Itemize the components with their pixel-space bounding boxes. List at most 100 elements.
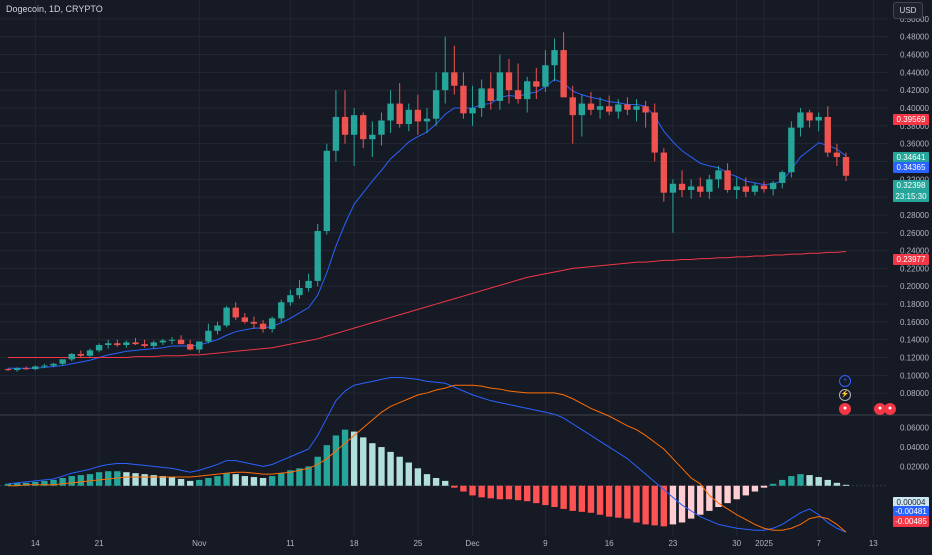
macd-hist-bar <box>842 484 850 486</box>
candle-body <box>314 230 321 281</box>
price-tag-ma-long: 0.23977 <box>893 254 929 265</box>
price-tag-ma-high: 0.39569 <box>893 114 929 125</box>
time-tick-label: 18 <box>350 539 359 548</box>
candle-body <box>23 368 30 370</box>
candle-body <box>642 106 649 113</box>
candle-body <box>405 109 412 125</box>
price-tick-label: 0.12000 <box>900 354 929 363</box>
macd-hist-bar <box>451 485 458 488</box>
macd-hist-bar <box>341 429 349 486</box>
candle-body <box>232 307 239 318</box>
macd-hist-bar <box>496 485 504 500</box>
candle-body <box>514 90 522 100</box>
macd-hist-bar <box>578 485 586 512</box>
candle-body <box>496 72 504 101</box>
macd-hist-bar <box>615 485 622 518</box>
macd-hist-bar <box>478 485 485 498</box>
price-tick-label: 0.40000 <box>900 104 929 113</box>
macd-hist-bar <box>660 485 668 527</box>
lightning-icon[interactable]: ⚡ <box>839 389 851 401</box>
macd-hist-bar <box>59 478 66 486</box>
candle-body <box>95 345 103 351</box>
candle-body <box>4 369 12 371</box>
candle-body <box>797 112 804 128</box>
time-tick-label: 7 <box>816 539 821 548</box>
macd-hist-bar <box>68 476 75 486</box>
macd-hist-bar <box>514 485 522 501</box>
candle-body <box>505 72 513 91</box>
macd-tick-label: 0.06000 <box>900 424 929 433</box>
candle-body <box>742 186 749 192</box>
currency-button[interactable]: USD <box>893 2 923 19</box>
macd-hist-bar <box>350 431 358 486</box>
candle-body <box>524 81 531 100</box>
candle-body <box>687 186 695 191</box>
candle-body <box>733 186 740 191</box>
candle-body <box>296 288 303 296</box>
candle-body <box>205 330 212 342</box>
series-line-ma <box>8 250 847 359</box>
candle-body <box>815 116 822 121</box>
macd-hist-bar <box>505 485 513 500</box>
price-tick-label: 0.20000 <box>900 282 929 291</box>
macd-hist-bar <box>168 477 176 486</box>
price-tick-label: 0.50000 <box>900 15 929 24</box>
macd-hist-bar <box>460 485 467 492</box>
macd-hist-bar <box>159 476 167 486</box>
event-flag-icon-3[interactable]: ● <box>884 403 896 415</box>
macd-hist-bar <box>442 480 449 486</box>
price-tick-label: 0.10000 <box>900 371 929 380</box>
candle-body <box>50 363 57 366</box>
add-plus-icon[interactable]: + <box>839 375 851 387</box>
time-tick-label: 25 <box>413 539 422 548</box>
macd-hist-bar <box>259 478 267 486</box>
candle-body <box>105 343 112 346</box>
macd-hist-bar <box>41 480 48 486</box>
candle-body <box>350 115 358 135</box>
candle-body <box>469 108 476 114</box>
macd-hist-bar <box>177 478 185 486</box>
time-tick-label: 14 <box>31 539 40 548</box>
time-tick-label: 21 <box>95 539 104 548</box>
candle-body <box>533 81 540 87</box>
macd-hist-bar <box>687 485 695 519</box>
macd-hist-bar <box>779 479 786 486</box>
last-price-value: 0.32398 <box>896 181 926 190</box>
candle-body <box>706 179 713 192</box>
candle-body <box>68 353 75 360</box>
price-tick-label: 0.38000 <box>900 122 929 131</box>
price-tag-last: 0.32398 23:15:30 <box>893 180 929 202</box>
candle-body <box>578 103 586 116</box>
candle-body <box>669 183 677 193</box>
macd-hist-bar <box>296 468 303 486</box>
candle-body <box>59 359 66 364</box>
candle-body <box>660 152 668 193</box>
time-tick-label: 2025 <box>755 539 773 548</box>
price-tick-label: 0.28000 <box>900 211 929 220</box>
candle-body <box>123 342 130 346</box>
macd-hist-bar <box>605 485 613 517</box>
macd-hist-bar <box>287 470 294 486</box>
candle-body <box>114 343 121 346</box>
macd-line <box>7 376 847 533</box>
macd-hist-bar <box>123 472 130 486</box>
macd-hist-bar <box>815 477 822 486</box>
macd-hist-bar <box>150 475 157 486</box>
macd-hist-bar <box>250 477 258 486</box>
event-flag-icon[interactable]: ● <box>839 403 851 415</box>
candle-body <box>769 182 777 190</box>
candle-body <box>779 172 786 183</box>
macd-tag-line: -0.00481 <box>893 506 929 517</box>
macd-tag-hist: 0.00004 <box>893 497 929 508</box>
macd-hist-bar <box>396 456 403 486</box>
symbol-title: Dogecoin, 1D, CRYPTO <box>6 4 103 14</box>
macd-hist-bar <box>833 482 841 486</box>
candle-body <box>824 116 831 153</box>
candle-body <box>268 318 276 330</box>
macd-hist-bar <box>788 476 795 486</box>
macd-hist-bar <box>86 474 94 486</box>
candle-body <box>569 97 576 116</box>
macd-hist-bar <box>669 485 677 525</box>
